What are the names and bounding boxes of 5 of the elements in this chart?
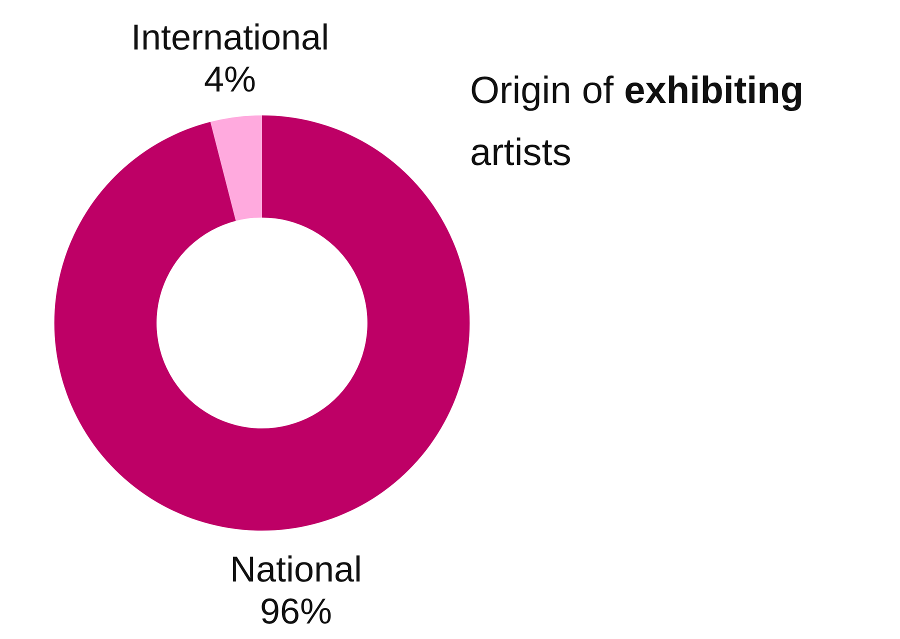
chart-title: Origin of exhibiting artists — [470, 70, 804, 174]
data-label: 4% — [204, 58, 256, 100]
data-label: 96% — [260, 590, 332, 632]
slice-label: International — [130, 16, 330, 58]
slice-label: National — [230, 548, 362, 590]
